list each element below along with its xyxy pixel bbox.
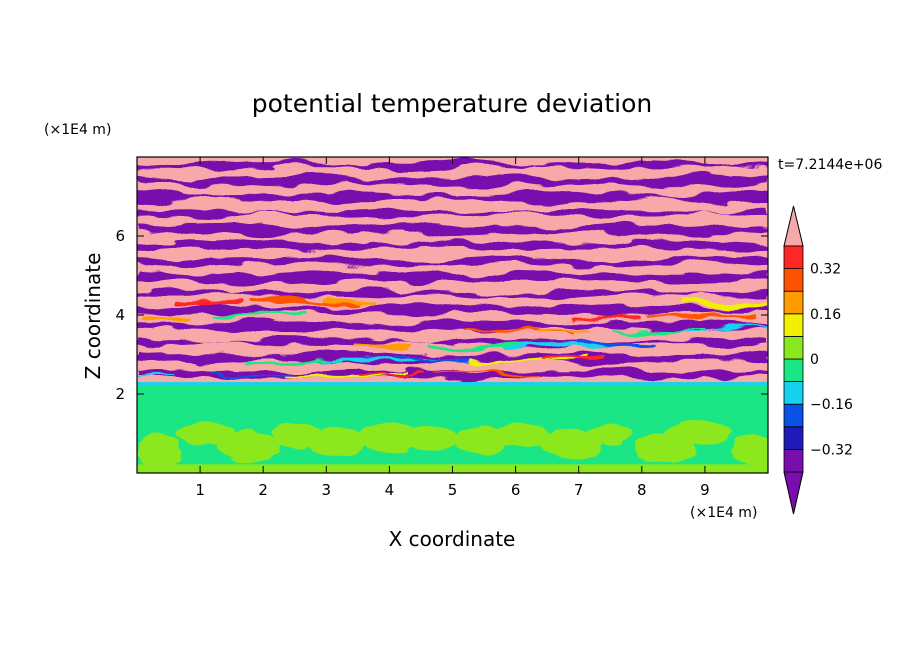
colorbar-label: 0.32 [810,262,841,278]
lower-layer-blob [400,425,457,452]
lower-layer-blob [271,421,323,448]
y-tick-label: 6 [115,227,125,245]
transition-filament [393,354,475,364]
colorbar-bin [783,335,804,360]
x-axis-label: X coordinate [389,527,516,551]
colorbar-extend-low [783,471,804,515]
upper-layer-band [137,269,768,286]
transition-filament [542,355,606,361]
colorbar-bin [783,358,804,383]
x-tick-label: 2 [258,481,268,499]
x-tick-label: 1 [195,481,205,499]
upper-layer-band [137,336,768,348]
colorbar-bin [783,245,804,270]
upper-layer-band [137,350,768,366]
colorbar-bin [783,381,804,405]
lower-layer-blob [174,422,236,445]
chart-title: potential temperature deviation [252,89,652,118]
transition-filament [323,298,374,307]
transition-filament [612,326,706,335]
colorbar-label: 0 [810,352,819,368]
x-tick-label: 7 [574,481,584,499]
colorbar-bin [783,268,804,292]
y-tick-label: 2 [115,385,125,403]
transition-filament [140,315,192,322]
x-tick-label: 6 [511,481,521,499]
upper-layer-band [137,288,768,300]
upper-layer-band [137,302,768,317]
transition-filament [137,372,176,378]
transition-filament [572,315,641,323]
colorbar-extend-high [783,205,804,247]
x-tick-label: 9 [700,481,710,499]
colorbar: −0.32 −0.16 0 0.16 0.32 [783,205,853,515]
transition-filament [433,369,540,378]
transition-filament [427,341,526,352]
y-axis-label: Z coordinate [81,253,105,380]
x-tick-label: 5 [448,481,458,499]
colorbar-label: −0.32 [810,442,853,458]
x-axis: 1 2 3 4 5 6 7 8 9 [195,157,710,499]
colorbar-bin [783,426,804,450]
lower-layer-top-edge [137,382,768,386]
transition-filament [468,354,591,365]
upper-layer-band [137,255,768,268]
colorbar-bin [783,313,804,337]
upper-layer-base [137,157,768,383]
lower-layer-blob [731,434,768,465]
upper-layer-band [137,190,768,204]
transition-filament [244,357,343,367]
upper-layer-band [137,221,768,238]
transition-filament [680,298,768,309]
colorbar-bin [783,403,804,428]
lower-layer-blob [666,420,730,447]
y-unit-label: (×1E4 m) [44,122,111,138]
lower-layer-blob [137,435,182,468]
transition-filament [353,343,410,350]
y-tick-label: 4 [115,306,125,324]
y-axis: 2 4 6 [115,227,768,403]
x-unit-label: (×1E4 m) [690,505,757,521]
lower-layer-blob [217,431,281,463]
transition-filament [576,338,657,350]
upper-layer-band [137,173,768,189]
transition-filament [359,370,424,376]
upper-layer-band [137,207,768,220]
transition-filament [174,296,243,306]
transition-filament [686,325,768,333]
colorbar-bin [783,448,804,473]
transition-filament [646,312,757,319]
colorbar-label: −0.16 [810,397,853,413]
transition-filament [210,371,292,378]
time-label: t=7.2144e+06 [778,157,882,173]
colorbar-label: 0.16 [810,307,841,323]
lower-layer-blob [486,424,550,448]
x-tick-label: 8 [637,481,647,499]
lower-layer-blob [310,427,367,458]
lower-layer-blob [586,423,631,446]
transition-filament [537,329,590,333]
x-tick-label: 4 [385,481,395,499]
x-tick-label: 3 [322,481,332,499]
upper-layer-band [137,318,768,334]
transition-filament [215,310,308,320]
colorbar-bin [783,290,804,315]
upper-layer-band [137,159,768,171]
upper-layer-band [137,239,768,252]
heatmap-field [137,157,768,473]
